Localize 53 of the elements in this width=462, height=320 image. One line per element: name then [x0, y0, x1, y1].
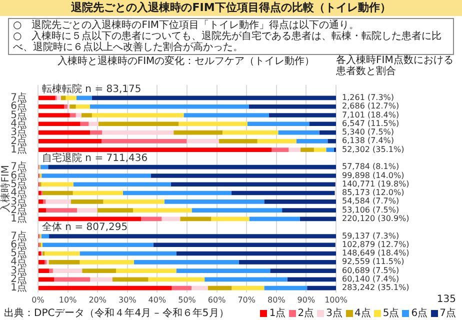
total-label: 2,686 (12.7%) — [342, 102, 400, 111]
x-tick-label: 10% — [58, 295, 78, 304]
x-tick-label: 30% — [118, 295, 137, 304]
total-label: 52,302 (35.1%) — [342, 144, 404, 154]
legend-label: 4点 — [354, 308, 371, 319]
total-label: 140,771 (19.8%) — [342, 179, 410, 188]
x-tick-label: 50% — [178, 295, 196, 304]
x-tick-label: 100% — [324, 295, 348, 304]
text: 135 — [436, 294, 456, 305]
total-label: 54,584 (7.7%) — [342, 196, 400, 206]
legend-label: 1点 — [269, 308, 286, 319]
chart-subtitle: 入棟時と退棟時のFIMの変化：セルフケア（トイレ動作） — [56, 56, 316, 67]
x-tick-label: 40% — [148, 295, 166, 304]
legend-label: 2点 — [298, 308, 314, 319]
total-label: 92,559 (11.5%) — [342, 257, 404, 266]
x-tick-label: 70% — [238, 295, 256, 304]
y-axis-title: 入棟時FIM — [0, 165, 12, 212]
x-tick-label: 90% — [297, 295, 316, 304]
y-tick-label: 転棟転院 n = 83,175 — [42, 82, 142, 95]
total-label: 53,106 (7.5%) — [342, 205, 400, 214]
total-label: 60,689 (7.5%) — [342, 266, 400, 275]
total-label: 220,120 (30.9%) — [342, 214, 410, 224]
total-label: 5,340 (7.5%) — [342, 128, 394, 137]
x-tick-label: 20% — [88, 295, 107, 304]
text: 各入棟時FIM点数における患者数と割合 — [336, 55, 454, 77]
legend-label: 7点 — [440, 308, 456, 319]
total-label: 85,173 (12.0%) — [342, 188, 404, 198]
total-label: 59,137 (7.3%) — [342, 231, 400, 240]
total-label: 102,879 (12.7%) — [342, 240, 410, 249]
legend-label: 5点 — [382, 308, 400, 319]
legend-label: 3点 — [326, 308, 342, 319]
y-tick-label: 1点 — [10, 282, 27, 294]
y-tick-label: 1点 — [10, 212, 27, 225]
total-label: 1,261 (7.3%) — [342, 93, 394, 102]
total-label: 99,898 (14.0%) — [342, 170, 404, 180]
x-tick-label: 0% — [32, 295, 45, 304]
text: ○ 退院先ごとの入退棟時のFIM下位項目「トイレ動作」得点は以下の通り。 — [13, 20, 360, 31]
total-label: 6,138 (7.4%) — [342, 136, 394, 146]
source-note: 出典：DPCデータ（令和４年4月 – 令和６年5月） — [4, 308, 229, 319]
y-tick-label: 全体 n = 807,295 — [42, 221, 128, 234]
legend-label: 6点 — [411, 308, 428, 319]
total-label: 6,547 (11.5%) — [342, 118, 400, 128]
y-tick-label: 1点 — [10, 143, 27, 156]
text: ○ 入棟時に５点以下の患者についても、退院先が自宅である患者は、転棟・転院した患者に比べ、退院時に６点以上へ改善した割合が高かった。 — [13, 31, 443, 53]
x-tick-label: 80% — [268, 295, 286, 304]
total-label: 7,101 (18.4%) — [342, 110, 400, 120]
chart-title: 退院先ごとの入退棟時のFIM下位項目得点の比較（トイレ動作） — [0, 0, 462, 16]
total-label: 148,649 (18.4%) — [342, 248, 410, 258]
total-label: 60,140 (7.4%) — [342, 274, 400, 284]
total-label: 57,784 (8.1%) — [342, 162, 400, 172]
x-tick-label: 60% — [208, 295, 226, 304]
total-label: 283,242 (35.1%) — [342, 283, 410, 292]
y-tick-label: 自宅退院 n = 711,436 — [42, 152, 148, 164]
